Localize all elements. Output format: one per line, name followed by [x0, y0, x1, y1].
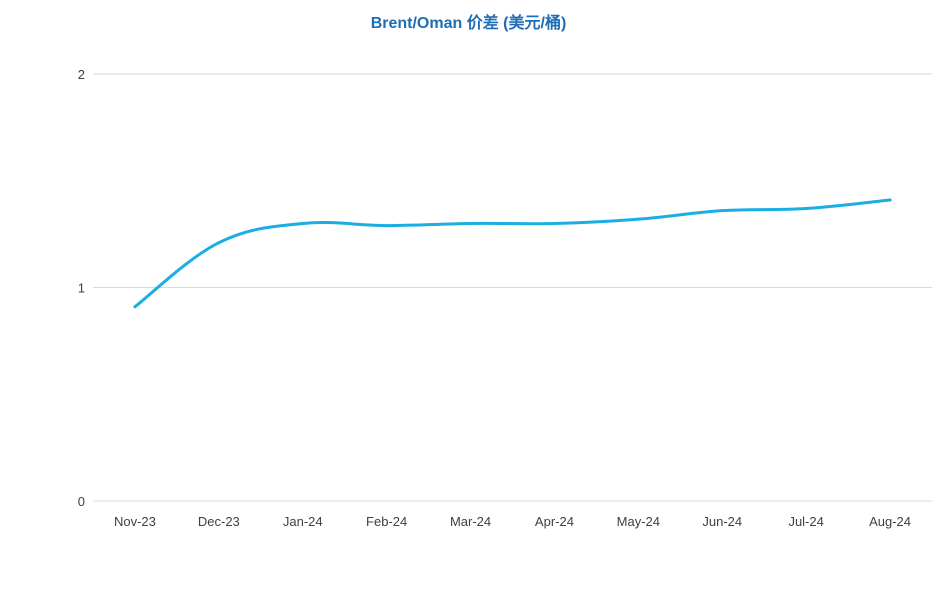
y-axis-tick-labels: 0 1 2	[78, 67, 85, 509]
series-line	[133, 198, 892, 309]
series-layer	[133, 198, 892, 309]
x-tick-label: Dec-23	[198, 514, 240, 529]
x-tick-label: Mar-24	[450, 514, 491, 529]
x-tick-label: Feb-24	[366, 514, 407, 529]
data-point	[720, 209, 724, 213]
x-tick-label: Jan-24	[283, 514, 323, 529]
data-point	[217, 241, 221, 245]
data-point	[385, 224, 389, 228]
x-tick-label: May-24	[617, 514, 660, 529]
y-tick-label: 0	[78, 494, 85, 509]
grid-layer	[93, 73, 932, 502]
y-tick-label: 1	[78, 281, 85, 296]
data-point	[552, 221, 556, 225]
x-tick-label: Apr-24	[535, 514, 574, 529]
chart-title: Brent/Oman 价差 (美元/桶)	[370, 15, 567, 32]
x-tick-label: Jun-24	[702, 514, 742, 529]
x-tick-label: Jul-24	[788, 514, 823, 529]
x-axis-tick-labels: Nov-23 Dec-23 Jan-24 Feb-24 Mar-24 Apr-24 May-…	[114, 514, 911, 529]
data-point	[469, 221, 473, 225]
data-point	[133, 305, 137, 309]
data-point	[804, 207, 808, 211]
data-point	[636, 217, 640, 221]
x-tick-label: Nov-23	[114, 514, 156, 529]
y-tick-label: 2	[78, 67, 85, 82]
data-point	[301, 221, 305, 225]
data-point	[888, 198, 892, 202]
x-tick-label: Aug-24	[869, 514, 911, 529]
